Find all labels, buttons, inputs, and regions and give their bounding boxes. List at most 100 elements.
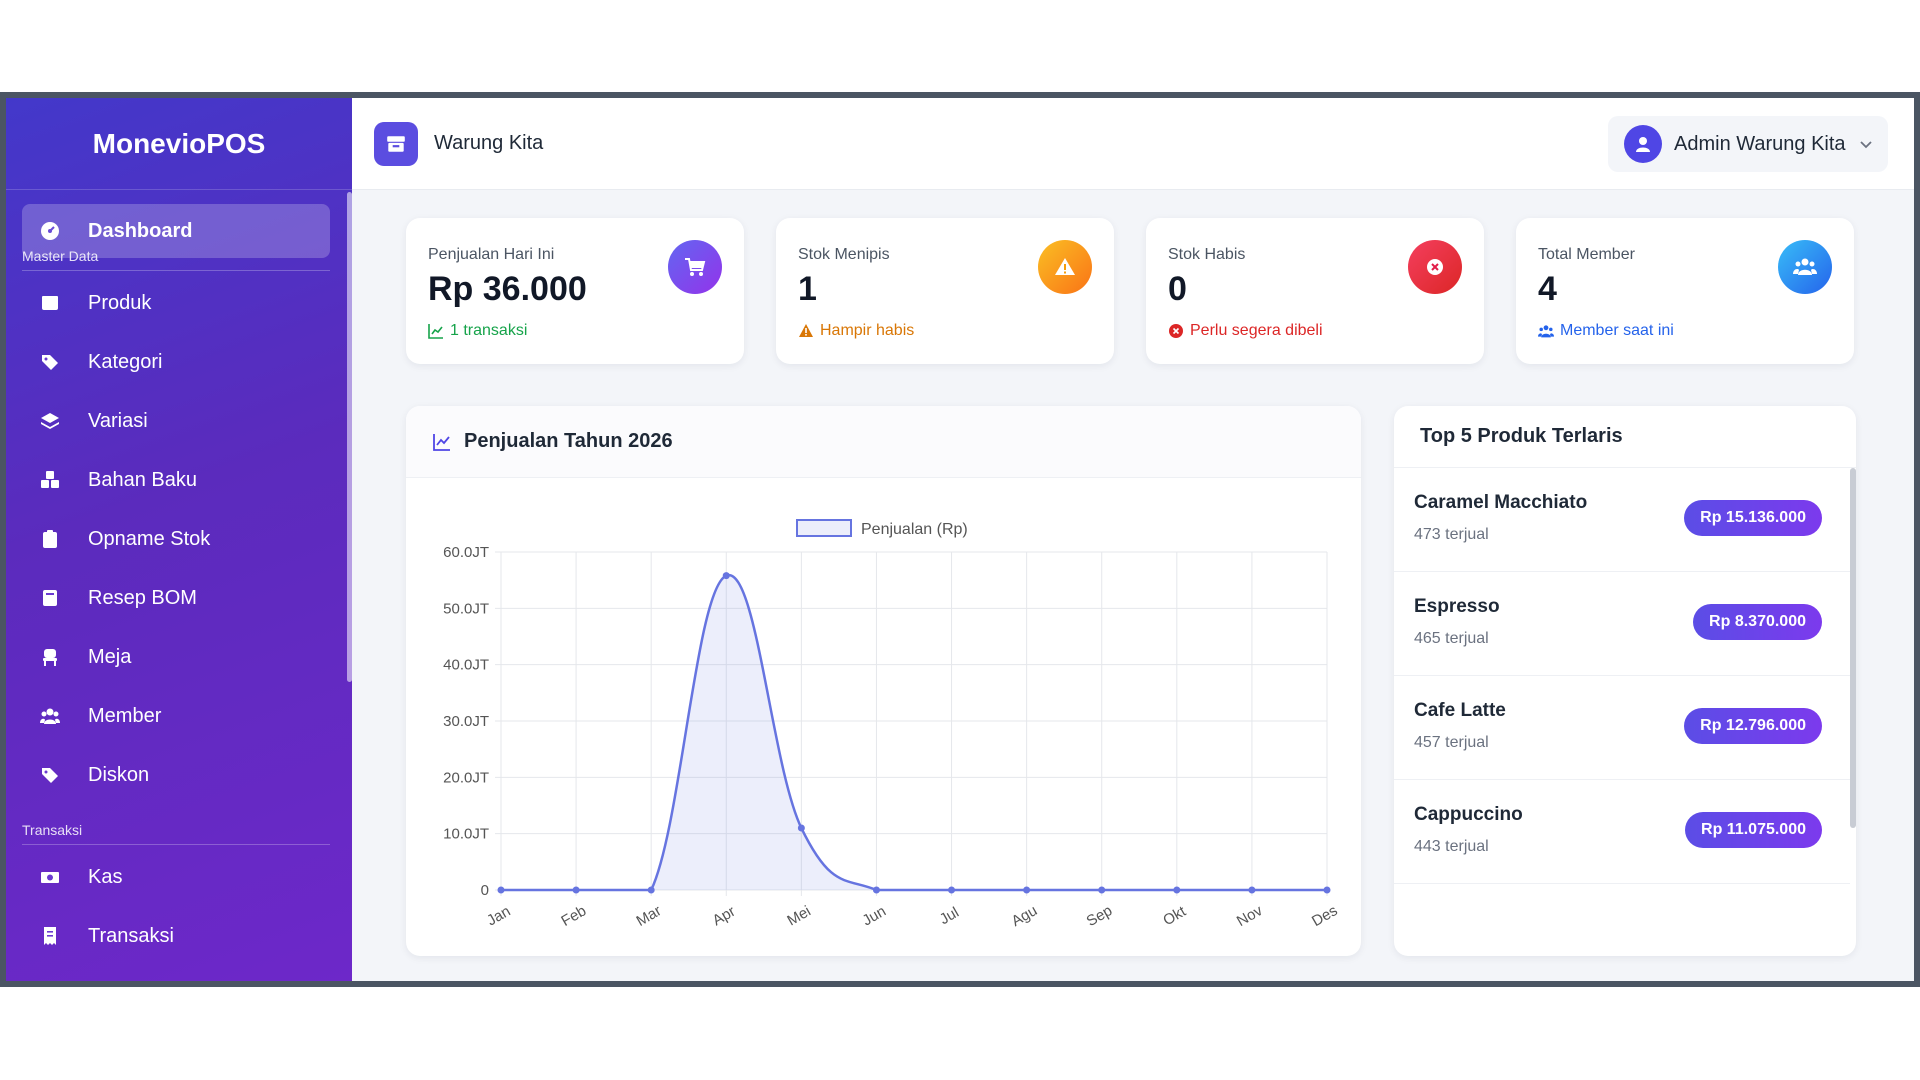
product-sold: 465 terjual	[1414, 630, 1489, 647]
stat-sub: Perlu segera dibeli	[1168, 322, 1323, 340]
sidebar-item-produk[interactable]: Produk	[22, 276, 330, 330]
top-products-header: Top 5 Produk Terlaris	[1394, 406, 1856, 468]
x-tick-label: Okt	[1160, 902, 1189, 929]
brand-logo[interactable]: MonevioPOS	[6, 98, 352, 190]
dashboard-icon	[38, 219, 62, 243]
product-revenue-badge: Rp 15.136.000	[1684, 500, 1822, 536]
x-tick-label: Apr	[710, 903, 739, 929]
sidebar-item-resep-bom[interactable]: Resep BOM	[22, 571, 330, 625]
users-icon	[1538, 325, 1554, 338]
chevron-down-icon	[1859, 141, 1872, 149]
stat-sub-text: Member saat ini	[1560, 322, 1674, 339]
section-label-master: Master Data	[22, 248, 99, 264]
sidebar-item-label: Produk	[88, 291, 152, 314]
sidebar-item-label: Variasi	[88, 409, 148, 432]
data-point	[1173, 886, 1181, 894]
sidebar-item-transaksi[interactable]: Transaksi	[22, 909, 330, 963]
box-icon	[38, 291, 62, 315]
sidebar-scrollbar[interactable]	[347, 192, 352, 682]
sidebar-item-meja[interactable]: Meja	[22, 630, 330, 684]
chart-line-icon	[433, 433, 450, 451]
product-revenue-badge: Rp 11.075.000	[1685, 812, 1822, 848]
sidebar-item-diskon[interactable]: Diskon	[22, 748, 330, 802]
user-name: Admin Warung Kita	[1674, 132, 1846, 155]
users-icon	[38, 704, 62, 728]
x-tick-label: Mar	[633, 902, 664, 930]
money-icon	[38, 865, 62, 889]
sidebar-item-label: Diskon	[88, 763, 150, 786]
y-tick-label: 60.0JT	[443, 544, 489, 561]
chart-card-header: Penjualan Tahun 2026	[406, 406, 1361, 478]
legend-label: Penjualan (Rp)	[861, 521, 968, 538]
x-tick-label: Jan	[484, 903, 513, 930]
sidebar-item-dashboard[interactable]: Dashboard	[22, 204, 330, 258]
x-circle-icon	[1169, 324, 1183, 338]
product-sold: 443 terjual	[1414, 838, 1489, 855]
data-point	[1098, 886, 1106, 894]
product-sold: 473 terjual	[1414, 526, 1489, 543]
series-line	[501, 574, 1327, 892]
list-item[interactable]: Cappuccino 443 terjual Rp 11.075.000	[1394, 780, 1850, 884]
stat-card-stok-menipis: Stok Menipis 1 Hampir habis	[776, 218, 1114, 364]
sidebar-item-member[interactable]: Member	[22, 689, 330, 743]
product-name: Caramel Macchiato	[1414, 492, 1588, 513]
stat-card-total-member: Total Member 4 Member saat ini	[1516, 218, 1854, 364]
sidebar-item-kas[interactable]: Kas	[22, 850, 330, 904]
y-tick-label: 40.0JT	[443, 657, 489, 674]
stat-sub: 1 transaksi	[428, 322, 527, 340]
x-tick-label: Agu	[1009, 902, 1041, 930]
series-area	[501, 575, 1327, 890]
sidebar-item-kategori[interactable]: Kategori	[22, 335, 330, 389]
warning-icon	[1038, 240, 1092, 294]
clipboard-icon	[38, 527, 62, 551]
y-tick-label: 10.0JT	[443, 826, 489, 843]
y-tick-label: 0	[481, 882, 489, 899]
sales-chart-card: Penjualan Tahun 2026 0 10.0JT 20.0JT 30.0JT…	[406, 406, 1361, 956]
stat-value: 4	[1538, 270, 1557, 308]
sidebar-item-label: Member	[88, 704, 162, 727]
x-tick-label: Des	[1309, 902, 1341, 930]
window-frame: MonevioPOS Dashboard Master Data Produk …	[0, 92, 1920, 987]
x-tick-label: Mei	[784, 903, 813, 930]
data-point	[948, 886, 956, 894]
users-icon	[1778, 240, 1832, 294]
sidebar-item-label: Transaksi	[88, 924, 174, 947]
user-menu-button[interactable]: Admin Warung Kita	[1608, 116, 1888, 172]
stat-label: Stok Menipis	[798, 246, 890, 263]
stat-sub-text: Perlu segera dibeli	[1190, 322, 1323, 339]
app-root: MonevioPOS Dashboard Master Data Produk …	[6, 98, 1914, 981]
sidebar-item-variasi[interactable]: Variasi	[22, 394, 330, 448]
top-products-title: Top 5 Produk Terlaris	[1420, 425, 1623, 447]
data-point	[1323, 886, 1331, 894]
chart-title: Penjualan Tahun 2026	[464, 430, 673, 452]
receipt-icon	[38, 924, 62, 948]
sidebar-item-label: Resep BOM	[88, 586, 197, 609]
cubes-icon	[38, 468, 62, 492]
sidebar-item-label: Opname Stok	[88, 527, 211, 550]
stat-card-stok-habis: Stok Habis 0 Perlu segera dibeli	[1146, 218, 1484, 364]
sidebar-item-label: Bahan Baku	[88, 468, 197, 491]
product-name: Cafe Latte	[1414, 700, 1506, 721]
store-name: Warung Kita	[434, 132, 544, 154]
sidebar-item-opname-stok[interactable]: Opname Stok	[22, 512, 330, 566]
data-point	[1023, 886, 1031, 894]
top-products-card: Top 5 Produk Terlaris Caramel Macchiato …	[1394, 406, 1856, 956]
sidebar-item-bahan-baku[interactable]: Bahan Baku	[22, 453, 330, 507]
list-item[interactable]: Caramel Macchiato 473 terjual Rp 15.136.…	[1394, 468, 1850, 572]
divider	[22, 270, 330, 271]
divider	[22, 844, 330, 845]
data-point	[647, 886, 655, 894]
sidebar: MonevioPOS Dashboard Master Data Produk …	[6, 98, 352, 981]
stat-value: Rp 36.000	[428, 270, 587, 308]
chart-line-icon	[428, 324, 443, 339]
x-circle-icon	[1408, 240, 1462, 294]
y-tick-label: 20.0JT	[443, 769, 489, 786]
sidebar-item-label: Kas	[88, 865, 123, 888]
data-point	[1248, 886, 1256, 894]
top-products-scrollbar[interactable]	[1850, 468, 1856, 828]
list-item[interactable]: Espresso 465 terjual Rp 8.370.000	[1394, 572, 1850, 676]
store-icon	[374, 122, 418, 166]
list-item[interactable]: Cafe Latte 457 terjual Rp 12.796.000	[1394, 676, 1850, 780]
sales-line-chart[interactable]: 0 10.0JT 20.0JT 30.0JT 40.0JT 50.0JT 60.0JT Jan…	[406, 478, 1361, 956]
product-revenue-badge: Rp 12.796.000	[1684, 708, 1822, 744]
